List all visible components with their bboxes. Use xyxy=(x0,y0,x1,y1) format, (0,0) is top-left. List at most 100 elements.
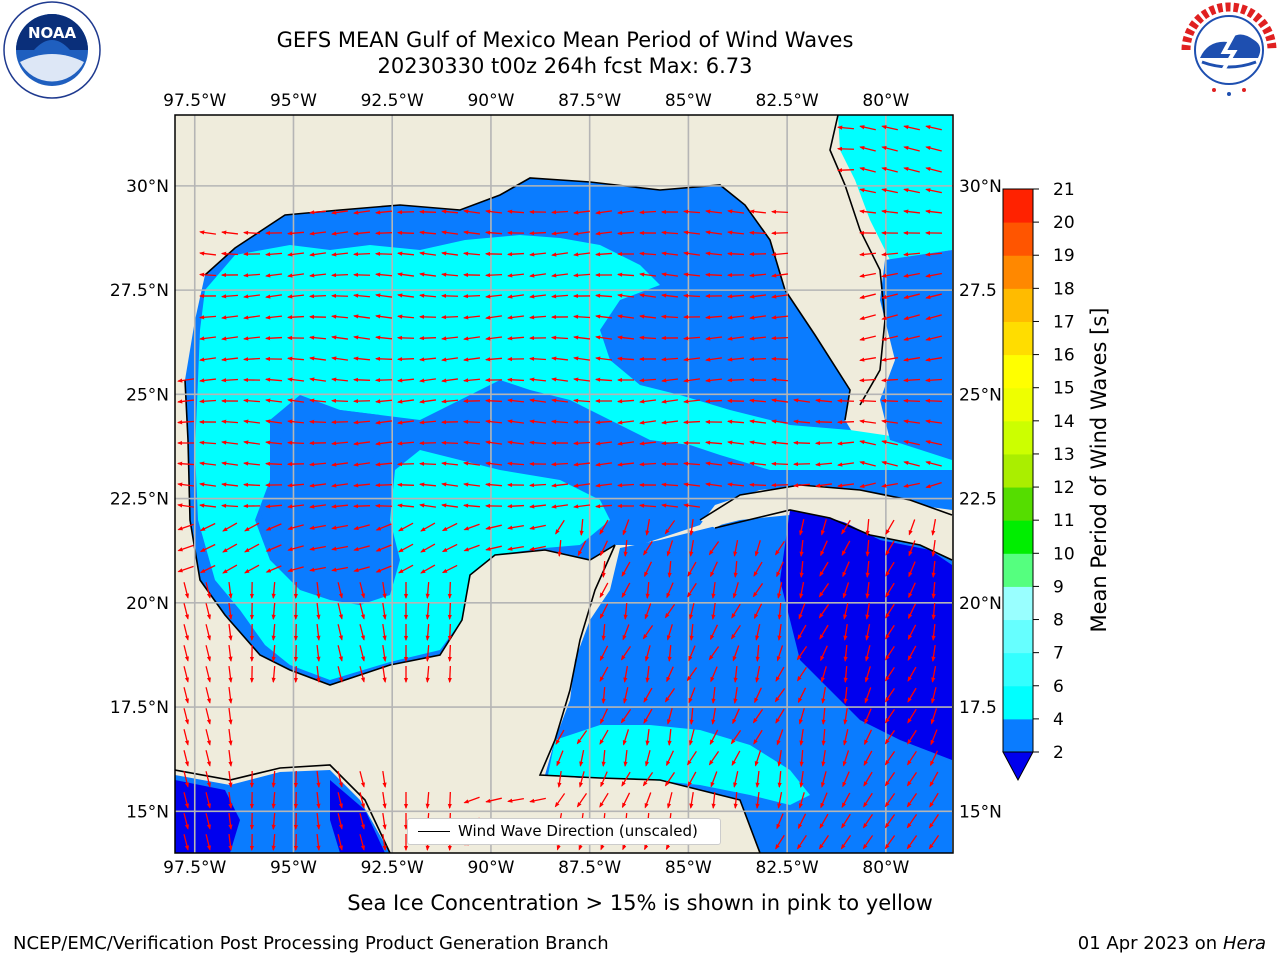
wind-wave-arrow xyxy=(884,793,896,808)
wind-wave-arrow xyxy=(337,813,343,830)
wind-wave-arrow xyxy=(689,623,694,641)
wind-wave-arrow xyxy=(929,792,939,808)
wind-wave-arrow xyxy=(881,357,898,362)
wind-wave-arrow xyxy=(484,357,503,362)
wind-wave-arrow xyxy=(881,167,898,173)
wind-wave-arrow xyxy=(330,441,349,446)
wind-wave-arrow xyxy=(242,398,261,403)
caribbean-cyan-region xyxy=(548,725,810,805)
wind-wave-arrow xyxy=(837,441,855,446)
wind-wave-arrow xyxy=(441,230,459,235)
wind-wave-arrow xyxy=(599,666,609,682)
wind-wave-arrow xyxy=(199,503,217,508)
wind-wave-arrow xyxy=(374,231,393,236)
wind-wave-arrow xyxy=(796,646,808,661)
wind-wave-arrow xyxy=(732,708,740,725)
wind-wave-arrow xyxy=(616,272,635,277)
wind-wave-arrow xyxy=(485,524,502,530)
wind-wave-arrow xyxy=(337,792,343,809)
wind-wave-arrow xyxy=(228,833,233,851)
wind-wave-arrow xyxy=(265,273,283,278)
lat-label-right: 27.5 xyxy=(959,281,997,301)
wind-wave-arrow xyxy=(221,315,239,320)
noaa-logo-text: NOAA xyxy=(28,24,77,42)
wind-wave-arrow xyxy=(228,581,233,599)
wind-wave-arrow xyxy=(601,749,606,767)
wind-wave-arrow xyxy=(264,461,283,466)
wind-wave-arrow xyxy=(550,462,569,467)
wind-wave-arrow xyxy=(228,791,233,809)
wind-wave-arrow xyxy=(222,564,238,574)
wind-wave-arrow xyxy=(752,709,764,724)
wind-wave-arrow xyxy=(382,791,387,809)
wind-wave-arrow xyxy=(705,251,723,256)
wind-wave-arrow xyxy=(748,230,767,235)
wind-wave-arrow xyxy=(644,603,652,620)
wind-wave-arrow xyxy=(731,603,741,619)
wind-wave-arrow xyxy=(929,771,939,787)
wind-wave-arrow xyxy=(271,770,276,789)
wind-wave-arrow xyxy=(599,603,609,620)
wind-wave-arrow xyxy=(352,504,371,509)
wind-wave-arrow xyxy=(925,357,942,362)
wind-wave-arrow xyxy=(884,814,896,829)
wind-wave-arrow xyxy=(396,357,415,362)
wind-wave-arrow xyxy=(881,440,898,446)
wind-wave-arrow xyxy=(183,834,189,851)
wind-wave-arrow xyxy=(595,314,613,319)
wind-wave-arrow xyxy=(228,728,233,746)
colorbar-tick-label: 16 xyxy=(1053,346,1075,366)
wind-wave-arrow xyxy=(865,518,870,537)
colorbar-segment xyxy=(1003,619,1033,654)
wind-wave-arrow xyxy=(183,666,189,683)
wind-wave-arrow xyxy=(419,503,437,508)
wind-wave-arrow xyxy=(881,146,898,152)
colorbar-tick-label: 2 xyxy=(1053,743,1064,763)
wind-wave-arrow xyxy=(749,336,767,341)
wind-wave-arrow xyxy=(638,210,657,215)
wind-wave-arrow xyxy=(265,398,283,403)
wind-wave-arrow xyxy=(353,524,370,531)
wind-wave-arrow xyxy=(930,729,938,746)
wind-wave-arrow xyxy=(859,167,876,173)
wind-wave-arrow xyxy=(264,252,283,257)
wind-wave-arrow xyxy=(198,315,217,320)
wind-wave-arrow xyxy=(375,544,392,552)
wind-wave-arrow xyxy=(881,314,898,321)
wind-wave-arrow xyxy=(287,252,305,257)
wind-wave-arrow xyxy=(205,834,211,851)
wind-wave-arrow xyxy=(382,665,387,683)
wind-wave-arrow xyxy=(880,398,899,403)
wind-wave-arrow xyxy=(199,461,217,466)
wind-wave-arrow xyxy=(177,544,194,552)
wind-wave-arrow xyxy=(316,812,321,830)
wind-wave-arrow xyxy=(884,709,896,724)
wind-wave-arrow xyxy=(309,356,327,361)
wind-wave-arrow xyxy=(884,687,895,703)
wind-wave-arrow xyxy=(862,835,874,850)
wind-wave-arrow xyxy=(776,561,784,578)
wind-wave-arrow xyxy=(865,645,871,662)
wind-wave-arrow xyxy=(622,729,630,746)
wind-wave-arrow xyxy=(755,644,760,663)
wind-wave-arrow xyxy=(573,231,591,236)
wind-wave-arrow xyxy=(689,540,695,557)
wind-wave-arrow xyxy=(865,624,871,641)
wind-wave-arrow xyxy=(243,419,261,424)
wind-wave-arrow xyxy=(177,482,195,487)
wind-wave-arrow xyxy=(463,461,481,466)
wind-wave-arrow xyxy=(359,582,365,599)
wind-wave-arrow xyxy=(242,357,261,362)
wind-wave-arrow xyxy=(286,440,305,445)
wind-wave-arrow xyxy=(594,504,613,509)
wind-wave-arrow xyxy=(287,504,305,509)
wind-wave-arrow xyxy=(507,315,525,320)
wind-wave-arrow xyxy=(309,377,327,382)
wind-wave-arrow xyxy=(316,623,321,641)
wind-wave-arrow xyxy=(572,314,591,319)
wind-wave-arrow xyxy=(507,294,525,299)
wind-wave-arrow xyxy=(661,251,679,256)
wind-wave-arrow xyxy=(271,581,276,600)
wind-wave-arrow xyxy=(485,209,503,214)
wind-wave-arrow xyxy=(863,750,873,766)
